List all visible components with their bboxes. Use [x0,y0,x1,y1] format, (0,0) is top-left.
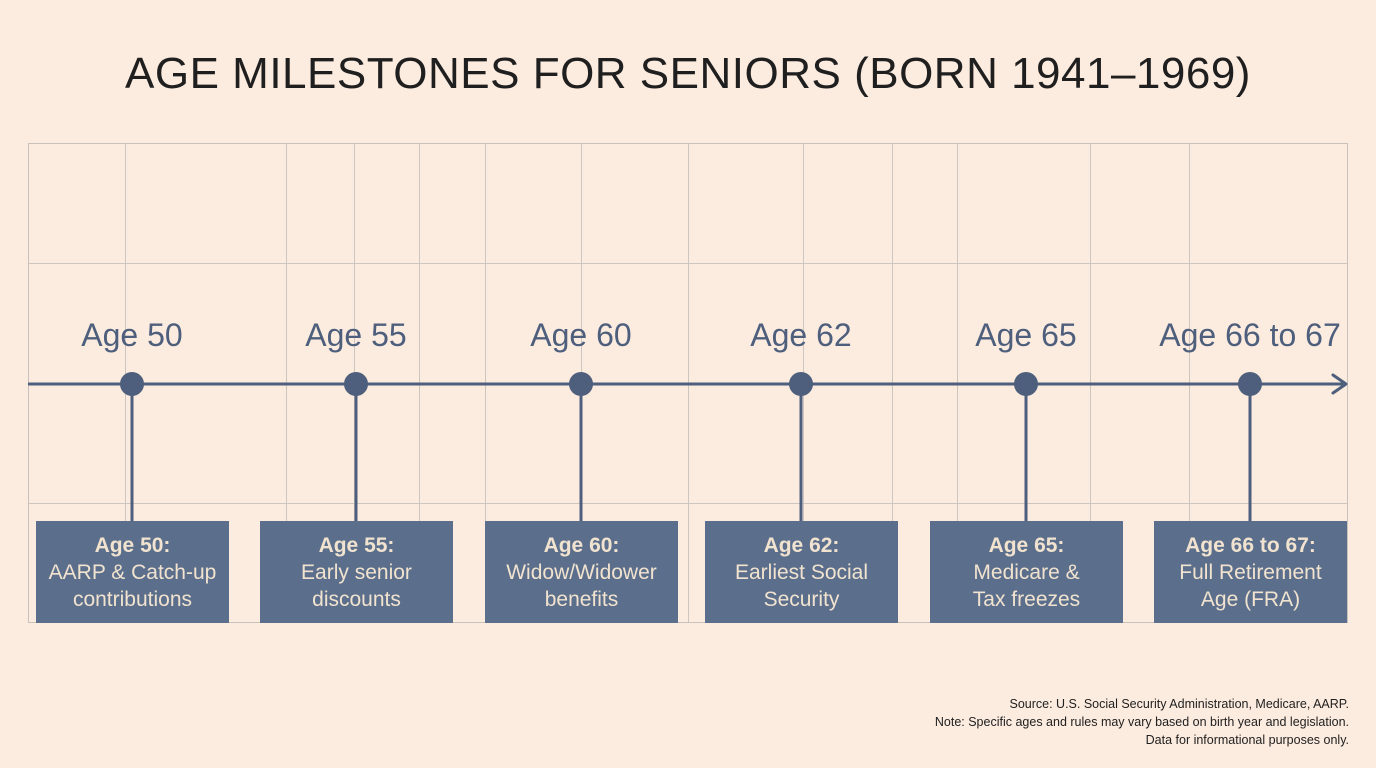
age-label-65: Age 65 [975,317,1077,353]
info-note: Data for informational purposes only. [1145,733,1349,747]
milestone-box-55: Age 55: Early senior discounts [260,521,453,623]
milestone-dot [569,372,593,396]
milestone-heading: Age 62: [763,534,840,557]
footer-notes: Source: U.S. Social Security Administrat… [935,695,1349,749]
milestone-line1: Early senior [301,561,412,584]
age-label-50: Age 50 [81,317,183,353]
milestone-dot [1238,372,1262,396]
grid-line [29,263,1347,264]
milestone-dot [1014,372,1038,396]
milestone-line2: discounts [312,588,401,611]
milestone-box-60: Age 60: Widow/Widower benefits [485,521,678,623]
timeline-arrow-icon [1331,373,1348,395]
milestone-heading: Age 65: [988,534,1065,557]
milestone-line2: Tax freezes [972,588,1081,611]
milestone-box-66-67: Age 66 to 67: Full Retirement Age (FRA) [1154,521,1347,623]
milestone-box-50: Age 50: AARP & Catch-up contributions [36,521,229,623]
milestone-dot [120,372,144,396]
page-title: AGE MILESTONES FOR SENIORS (BORN 1941–19… [125,49,1251,98]
age-label-62: Age 62 [750,317,852,353]
milestone-box-62: Age 62: Earliest Social Security [705,521,898,623]
milestone-line1: Widow/Widower [506,561,657,584]
milestone-line1: AARP & Catch-up [48,561,217,584]
milestone-heading: Age 55: [318,534,395,557]
source-note: Source: U.S. Social Security Administrat… [1009,697,1349,711]
milestone-line2: benefits [544,588,619,611]
milestone-box-65: Age 65: Medicare & Tax freezes [930,521,1123,623]
milestone-heading: Age 66 to 67: [1185,534,1316,557]
milestone-heading: Age 60: [543,534,620,557]
age-label-66-67: Age 66 to 67 [1159,317,1341,353]
milestone-line1: Earliest Social [734,561,869,584]
grid-line [29,503,1347,504]
age-label-55: Age 55 [305,317,407,353]
milestone-line2: Security [763,588,840,611]
age-label-60: Age 60 [530,317,632,353]
milestone-line2: contributions [72,588,193,611]
milestone-heading: Age 50: [94,534,171,557]
milestone-line2: Age (FRA) [1200,588,1301,611]
milestone-dot [344,372,368,396]
milestone-line1: Medicare & [973,561,1080,584]
milestone-line1: Full Retirement [1179,561,1322,584]
disclaimer-note: Note: Specific ages and rules may vary b… [934,715,1349,729]
milestone-dot [789,372,813,396]
